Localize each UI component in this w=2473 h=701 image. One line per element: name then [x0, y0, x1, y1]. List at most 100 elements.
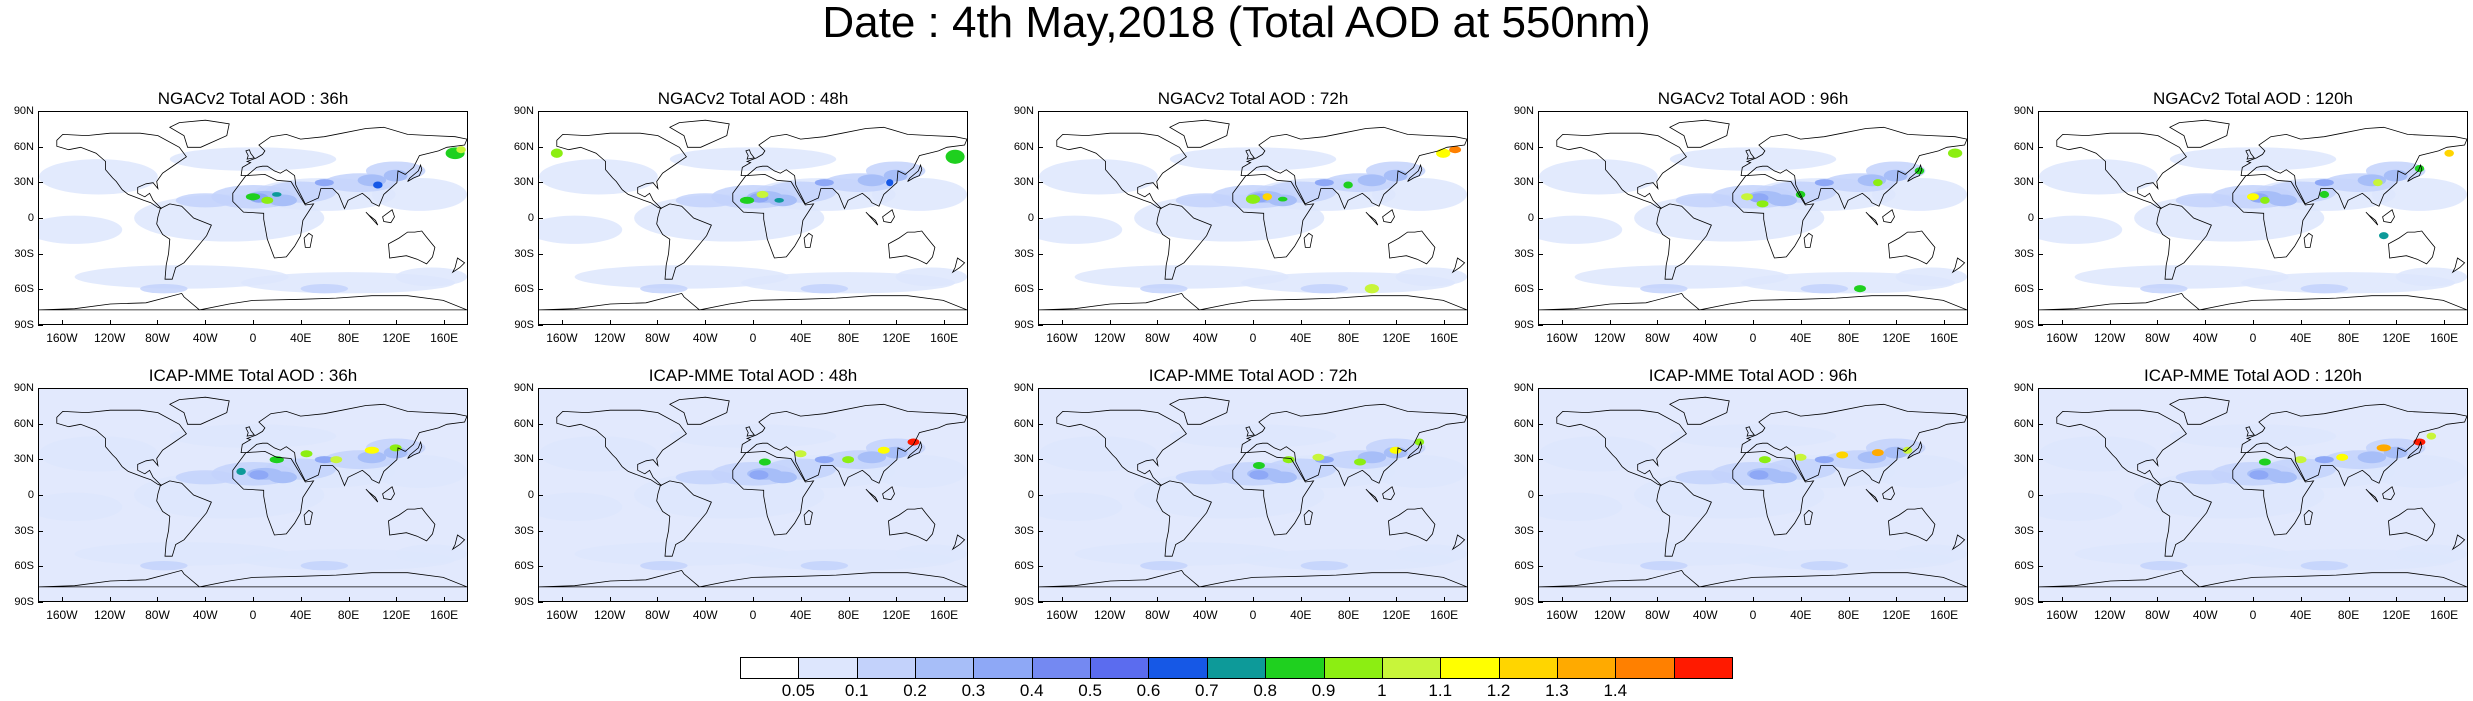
latitude-label: 0 — [2027, 212, 2034, 224]
latitude-label: 90N — [13, 382, 34, 394]
lat-tick — [1038, 289, 1043, 291]
lat-tick — [2038, 325, 2043, 326]
aod-region — [2249, 470, 2269, 480]
lon-tick — [800, 597, 802, 602]
aod-region — [877, 446, 890, 454]
latitude-label: 60S — [2014, 283, 2034, 296]
longitude-label: 0 — [1749, 331, 1757, 345]
coastline — [865, 211, 879, 226]
aod-map-svg — [1039, 112, 1467, 324]
lon-tick — [348, 597, 350, 602]
aod-region — [249, 470, 269, 480]
colorbar-swatch — [740, 657, 800, 679]
coastline — [1056, 409, 1187, 486]
latitude-label: 0 — [527, 489, 534, 501]
longitude-label: 160E — [2430, 608, 2459, 622]
coastline — [1240, 126, 1467, 210]
lat-tick — [1538, 146, 1543, 148]
aod-region — [2258, 458, 2271, 466]
aod-region — [675, 470, 736, 485]
coastline — [1365, 488, 1379, 503]
lon-tick — [1561, 597, 1563, 602]
coastline — [1882, 486, 1895, 501]
longitude-label: 40W — [2192, 608, 2218, 622]
lon-tick — [561, 320, 563, 325]
coastline — [1865, 211, 1879, 226]
longitude-label: 120W — [2093, 331, 2126, 345]
lon-tick — [705, 597, 707, 602]
coastline — [1556, 409, 1687, 486]
coastline — [2245, 426, 2255, 437]
lat-tick — [38, 325, 43, 326]
aod-region — [1749, 193, 1769, 203]
longitude-label: 80E — [1837, 608, 1860, 622]
aod-region — [1074, 265, 1289, 289]
coastline — [882, 486, 895, 501]
aod-map-svg — [539, 112, 967, 324]
lat-tick — [2038, 111, 2043, 112]
latitude-label: 60S — [1514, 283, 1534, 296]
coastline — [2039, 292, 2467, 311]
latitude-label: 30S — [514, 524, 534, 537]
aod-region — [236, 467, 246, 475]
coastline — [388, 507, 436, 542]
lat-tick — [1538, 495, 1543, 496]
coastline — [365, 488, 379, 503]
aod-region — [2336, 453, 2349, 461]
coastline — [745, 149, 755, 160]
coastline — [1907, 163, 1923, 182]
lon-tick — [1609, 320, 1611, 325]
latitude-label: 90N — [1513, 382, 1534, 394]
lon-tick — [896, 597, 898, 602]
latitude-label: 60N — [13, 140, 34, 153]
lon-tick — [157, 597, 159, 602]
lat-tick — [1538, 218, 1543, 219]
longitude-label: 160W — [2046, 608, 2078, 622]
lon-tick — [2396, 320, 2398, 325]
lat-tick — [1038, 423, 1043, 425]
longitude-label: 160E — [930, 331, 959, 345]
aod-region — [2260, 196, 2270, 204]
aod-region — [1175, 470, 1236, 485]
aod-region — [300, 283, 349, 294]
map-panel: NGACv2 Total AOD : 36h 90N 60N 30N 0 30S 60S 90… — [2, 90, 472, 360]
longitude-label: 0 — [1249, 608, 1257, 622]
aod-region — [640, 560, 688, 571]
aod-region — [395, 544, 467, 564]
latitude-label: 60S — [1014, 283, 1034, 296]
map-panel: ICAP-MME Total AOD : 36h 90N 60N 30N 0 30S 60S… — [2, 367, 472, 637]
longitude-label: 120E — [2382, 608, 2411, 622]
aod-region — [140, 560, 188, 571]
map-panel: NGACv2 Total AOD : 96h 90N 60N 30N 0 30S 60S 90… — [1502, 90, 1972, 360]
aod-region — [895, 544, 967, 564]
lon-tick — [109, 320, 111, 325]
coastline — [2388, 230, 2436, 265]
colorbar-label: 1.1 — [1428, 681, 1453, 700]
coastline — [539, 292, 967, 311]
aod-region — [2413, 438, 2426, 446]
coastline — [1803, 232, 1813, 248]
latitude-label: 0 — [27, 212, 34, 224]
lon-tick — [1157, 320, 1159, 325]
lon-tick — [444, 320, 446, 325]
latitude-label: 30N — [2013, 176, 2034, 189]
longitude-label: 160E — [930, 608, 959, 622]
longitude-label: 80W — [1145, 331, 1170, 345]
map-panel: NGACv2 Total AOD : 72h 90N 60N 30N 0 30S 60S 90… — [1002, 90, 1472, 360]
lon-tick — [396, 320, 398, 325]
aod-region — [300, 560, 349, 571]
coastline — [407, 163, 423, 182]
lat-tick — [538, 146, 543, 148]
coastline — [2365, 211, 2379, 226]
latitude-label: 60N — [513, 417, 534, 430]
aod-region — [39, 436, 158, 472]
lon-tick — [1657, 320, 1659, 325]
aod-region — [245, 193, 261, 201]
latitude-label: 60S — [1514, 560, 1534, 573]
lat-tick — [538, 253, 543, 255]
coastline — [407, 440, 423, 459]
aod-region — [1039, 436, 1158, 472]
coastline — [556, 132, 687, 209]
lat-tick — [1538, 111, 1543, 112]
coastline — [382, 486, 395, 501]
